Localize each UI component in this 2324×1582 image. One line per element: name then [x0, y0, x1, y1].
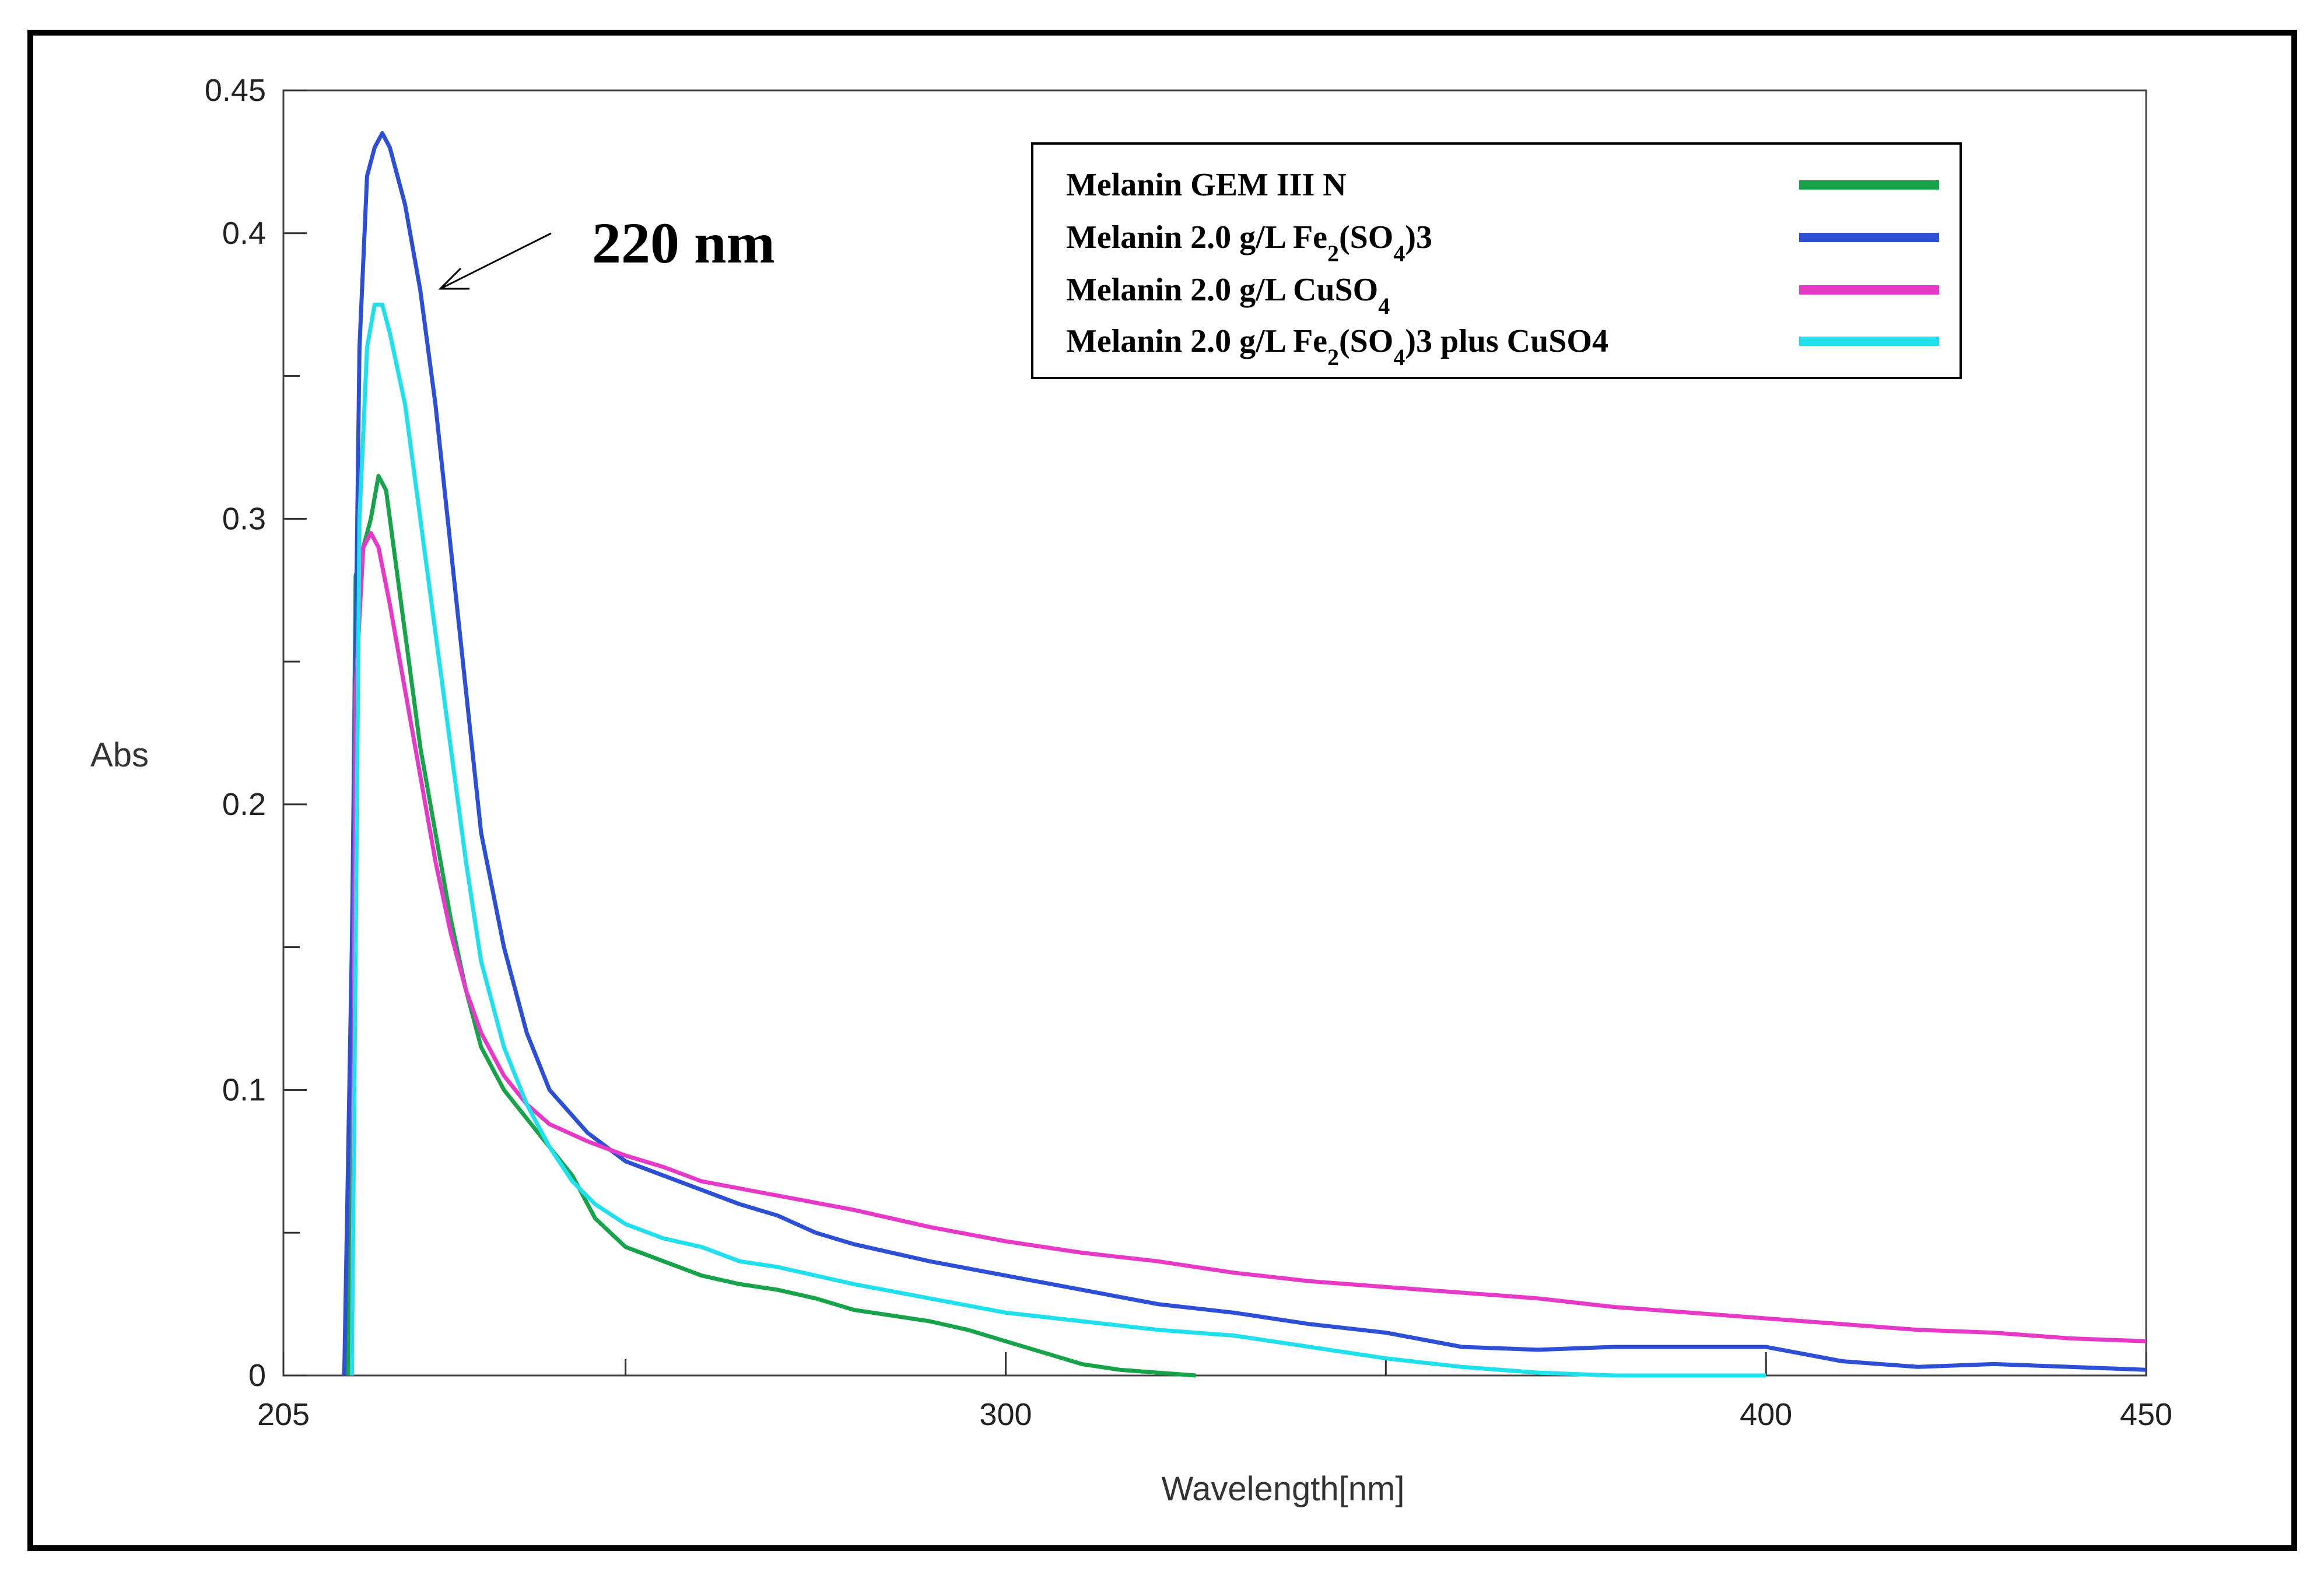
series-line-4 [349, 302, 1766, 1378]
legend-label-2: Melanin 2.0 g/L Fe2(SO4)3 [1066, 219, 1432, 267]
x-axis-ticks: 205 300 400 450 [257, 1352, 2172, 1432]
peak-annotation: 220 nm [438, 211, 775, 290]
series-lines [342, 131, 2147, 1378]
annotation-label: 220 nm [592, 211, 775, 275]
figure-frame [27, 30, 2297, 1551]
x-tick-label: 205 [257, 1397, 310, 1432]
x-axis-title: Wavelength[nm] [1162, 1470, 1405, 1508]
legend-label-4: Melanin 2.0 g/L Fe2(SO4)3 plus CuSO4 [1066, 323, 1608, 370]
series-line-1 [346, 474, 1196, 1378]
y-tick-label: 0.3 [222, 501, 266, 536]
annotation-arrow-shaft [440, 232, 552, 290]
annotation-arrowhead [438, 267, 469, 290]
y-tick-label: 0.45 [205, 73, 266, 108]
y-tick-label: 0.1 [222, 1072, 266, 1107]
y-tick-label: 0.4 [222, 216, 266, 251]
y-tick-label: 0 [248, 1358, 266, 1393]
legend: Melanin GEM III N Melanin 2.0 g/L Fe2(SO4… [1031, 142, 1962, 379]
series-line-3 [349, 531, 2147, 1376]
legend-label-3: Melanin 2.0 g/L CuSO4 [1066, 272, 1390, 319]
x-tick-label: 450 [2120, 1397, 2172, 1432]
y-axis-title: Abs [90, 736, 149, 774]
series-line-2 [342, 131, 2147, 1376]
x-tick-label: 300 [979, 1397, 1032, 1432]
legend-label-1: Melanin GEM III N [1066, 167, 1347, 203]
y-tick-label: 0.2 [222, 787, 266, 822]
x-tick-label: 400 [1740, 1397, 1792, 1432]
y-axis-ticks: 0 0.1 0.2 0.3 0.4 0.45 [205, 73, 307, 1393]
